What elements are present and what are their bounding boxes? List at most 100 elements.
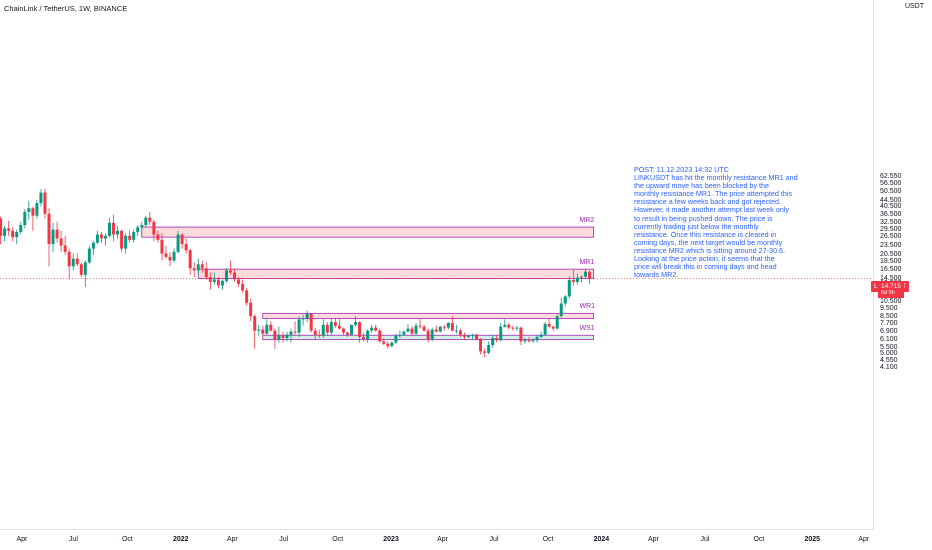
candle xyxy=(192,262,196,278)
candle xyxy=(124,233,128,254)
candle-body xyxy=(71,258,75,267)
candle-body xyxy=(116,230,120,235)
candle xyxy=(160,233,164,261)
candle xyxy=(237,277,241,288)
candle xyxy=(216,277,220,289)
candle xyxy=(313,327,317,340)
candle-body xyxy=(442,326,446,328)
candle-body xyxy=(11,230,15,238)
candle xyxy=(495,334,499,343)
candle-body xyxy=(79,264,83,275)
candle-body xyxy=(366,330,370,340)
time-tick-label: Apr xyxy=(437,536,449,543)
price-tick-label: 6.900 xyxy=(880,327,898,335)
candle-body xyxy=(269,324,273,331)
candle-body xyxy=(43,192,47,214)
candle-body xyxy=(531,340,535,342)
candle-body xyxy=(394,335,398,343)
candle xyxy=(458,328,462,337)
candle-body xyxy=(188,250,192,269)
price-tick-label: 44.500 xyxy=(880,196,902,204)
candle-body xyxy=(261,329,265,334)
candle xyxy=(15,229,19,245)
candle xyxy=(3,226,7,242)
note-line: monthly resistance MR1. The price attemp… xyxy=(634,189,793,199)
candle xyxy=(63,235,67,256)
candle xyxy=(269,321,273,332)
note-line: resistance. Once this resistance is clea… xyxy=(634,229,777,239)
candle xyxy=(511,325,515,331)
candle-body xyxy=(180,234,184,245)
time-tick-label: Jul xyxy=(489,536,499,543)
candle xyxy=(200,260,204,273)
candle xyxy=(374,324,378,332)
zone-mr1[interactable] xyxy=(197,268,594,279)
note-line: price will break this in coming days and… xyxy=(634,262,777,272)
candle-body xyxy=(31,208,35,216)
time-scale[interactable]: Apr Jul Oct 2022 Apr Jul Oct 2023 Apr Jul Oct 2024 A… xyxy=(0,529,874,550)
candle-body xyxy=(212,279,216,282)
price-tick-label: 56.500 xyxy=(880,180,902,187)
candle xyxy=(386,341,390,349)
candle-body xyxy=(27,208,31,212)
last-price-value: 14.715 xyxy=(881,283,901,290)
price-scale[interactable]: 62.550 56.500 50.500 44.500 40.500 36.500 32.5… xyxy=(873,0,932,530)
candle-body xyxy=(204,268,208,278)
candle-body xyxy=(354,322,358,325)
candle xyxy=(75,253,79,267)
zone-label-wr1: WR1 xyxy=(579,303,596,311)
candle xyxy=(196,258,200,275)
candle xyxy=(103,233,107,246)
candle-body xyxy=(285,334,289,338)
time-tick-label: Oct xyxy=(332,536,344,543)
candle-body xyxy=(112,222,116,235)
candle xyxy=(329,318,333,335)
candle-body xyxy=(309,313,313,331)
candle xyxy=(350,324,354,336)
price-tick-label: 36.500 xyxy=(880,210,902,218)
candle-body xyxy=(527,340,531,342)
candle xyxy=(156,230,160,243)
candle-body xyxy=(103,235,107,239)
currency-label[interactable]: USDT xyxy=(904,3,924,10)
note-line: to result in being pushed down. The pric… xyxy=(634,213,773,223)
candle xyxy=(212,272,216,285)
zone-wr1[interactable] xyxy=(262,312,594,320)
candle-body xyxy=(39,192,43,204)
price-tick-label: 26.500 xyxy=(880,233,902,241)
candle-body xyxy=(273,330,277,340)
candle-body xyxy=(95,234,99,243)
candle-body xyxy=(539,334,543,337)
candle-body xyxy=(337,325,341,329)
candle-body xyxy=(362,336,366,340)
candle-body xyxy=(386,343,390,347)
price-tick-label: 32.500 xyxy=(880,218,902,226)
time-tick-label: Oct xyxy=(753,536,765,543)
candle xyxy=(547,318,551,328)
price-tick-label: 16.500 xyxy=(880,266,902,274)
candle xyxy=(261,325,265,337)
zone-mr2[interactable] xyxy=(141,226,594,238)
candle xyxy=(245,288,249,306)
candle-body xyxy=(208,277,212,282)
price-tick-label: 4.100 xyxy=(880,364,898,372)
price-tick-label: 14.500 xyxy=(880,275,902,283)
candle xyxy=(430,327,434,342)
candle xyxy=(301,314,305,326)
time-tick-label: 2025 xyxy=(804,536,821,543)
candle xyxy=(224,268,228,283)
candle xyxy=(402,330,406,336)
candle-body xyxy=(176,234,180,252)
candle-body xyxy=(124,235,128,249)
candle-body xyxy=(47,213,51,245)
price-tick-label: 6.100 xyxy=(880,336,898,344)
time-tick-label: Jul xyxy=(68,536,78,543)
candle-body xyxy=(563,296,567,304)
candle-body xyxy=(23,211,27,226)
candle xyxy=(265,319,269,335)
candle-body xyxy=(390,342,394,347)
candle xyxy=(273,328,277,349)
candle xyxy=(587,270,591,284)
candle xyxy=(108,217,112,238)
